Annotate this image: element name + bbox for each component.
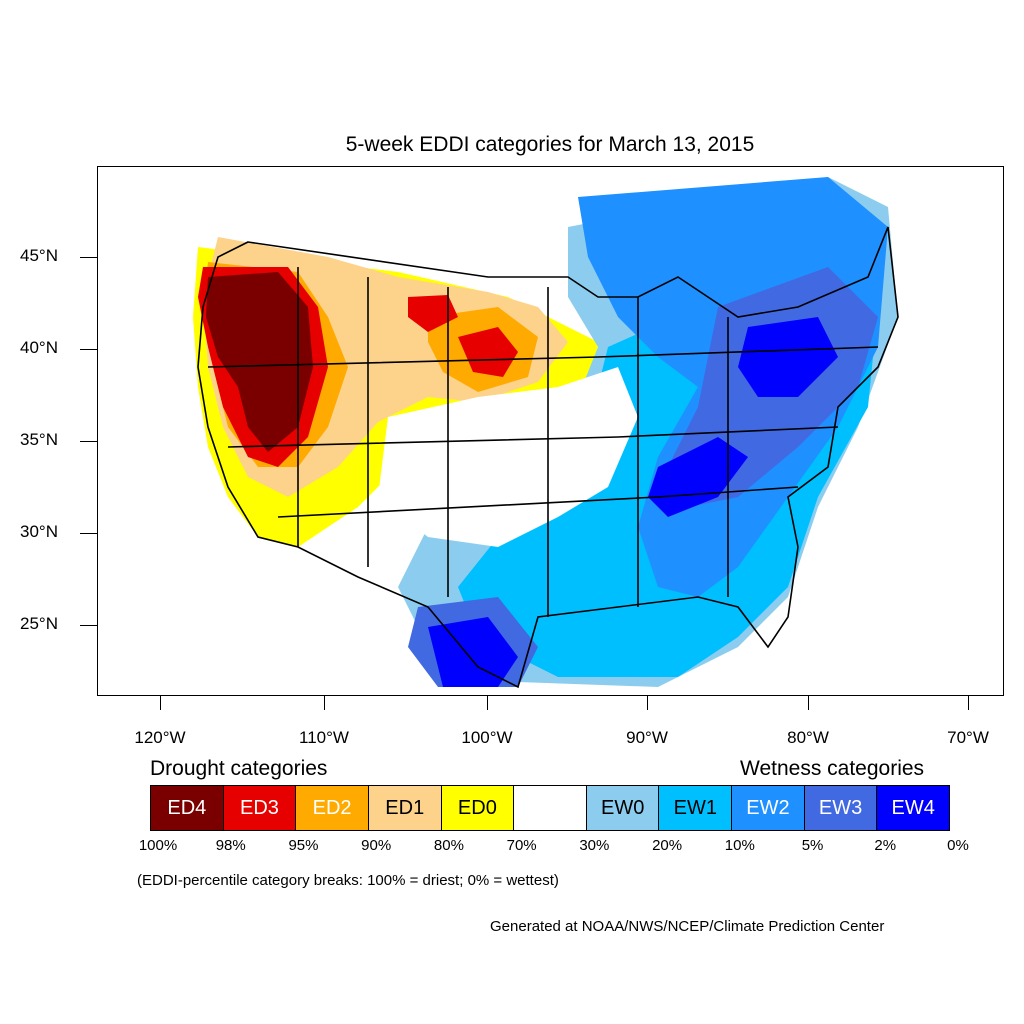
lat-label-40: 40°N bbox=[20, 338, 58, 357]
lon-label-80: 80°W bbox=[787, 728, 829, 747]
boundaries bbox=[197, 226, 899, 689]
eddi-map-svg bbox=[193, 177, 899, 689]
category-legend: ED4 ED3 ED2 ED1 ED0 EW0 EW1 EW2 EW3 EW4 bbox=[150, 785, 950, 831]
legend-cell-ed4: ED4 bbox=[151, 786, 224, 830]
break-label: 5% bbox=[801, 837, 824, 854]
break-label: 30% bbox=[579, 837, 610, 854]
break-label: 2% bbox=[874, 837, 897, 854]
lat-label-45: 45°N bbox=[20, 246, 58, 265]
lon-tick-70 bbox=[968, 696, 969, 710]
lon-label-70: 70°W bbox=[947, 728, 989, 747]
break-label: 0% bbox=[947, 837, 969, 854]
legend-cell-ed3: ED3 bbox=[223, 786, 297, 830]
ew4-region-ne bbox=[738, 317, 838, 397]
lon-tick-120 bbox=[160, 696, 161, 710]
break-label: 98% bbox=[215, 837, 246, 854]
ed3-region-plains bbox=[458, 327, 518, 377]
eddi-map bbox=[97, 166, 1004, 696]
lon-tick-110 bbox=[324, 696, 325, 710]
wetness-regions bbox=[398, 177, 898, 687]
break-label: 100% bbox=[138, 837, 178, 854]
breaks-note: (EDDI-percentile category breaks: 100% =… bbox=[137, 872, 559, 889]
legend-cell-ew4: EW4 bbox=[877, 786, 950, 830]
credit-line: Generated at NOAA/NWS/NCEP/Climate Predi… bbox=[490, 918, 885, 935]
lat-tick-25 bbox=[80, 625, 97, 626]
break-label: 20% bbox=[652, 837, 683, 854]
ed3-region-mt bbox=[408, 295, 458, 332]
legend-cell-near-normal bbox=[514, 786, 587, 830]
map-title: 5-week EDDI categories for March 13, 201… bbox=[345, 133, 755, 156]
legend-cell-ed0: ED0 bbox=[441, 786, 515, 830]
drought-regions bbox=[193, 237, 598, 547]
lat-tick-30 bbox=[80, 533, 97, 534]
lon-label-100: 100°W bbox=[461, 728, 513, 747]
break-label: 70% bbox=[506, 837, 537, 854]
us-outline bbox=[197, 226, 899, 689]
lat-label-25: 25°N bbox=[20, 614, 58, 633]
drought-heading: Drought categories bbox=[150, 757, 328, 780]
lat-label-30: 30°N bbox=[20, 522, 58, 541]
state-line-7 bbox=[207, 346, 879, 368]
lon-label-90: 90°W bbox=[626, 728, 668, 747]
legend-cell-ew1: EW1 bbox=[659, 786, 733, 830]
lat-tick-35 bbox=[80, 441, 97, 442]
legend-cell-ew3: EW3 bbox=[804, 786, 878, 830]
break-label: 95% bbox=[288, 837, 319, 854]
ed4-region bbox=[206, 272, 313, 452]
lon-tick-90 bbox=[647, 696, 648, 710]
break-label: 80% bbox=[433, 837, 464, 854]
lon-tick-100 bbox=[487, 696, 488, 710]
state-line-8 bbox=[227, 426, 839, 448]
legend-cell-ew0: EW0 bbox=[586, 786, 660, 830]
lat-tick-45 bbox=[80, 257, 97, 258]
break-label: 10% bbox=[724, 837, 755, 854]
wetness-heading: Wetness categories bbox=[740, 757, 925, 780]
legend-cell-ed2: ED2 bbox=[296, 786, 369, 830]
lon-label-120: 120°W bbox=[134, 728, 186, 747]
lon-tick-80 bbox=[808, 696, 809, 710]
legend-cell-ew2: EW2 bbox=[732, 786, 805, 830]
ew4-region bbox=[648, 437, 748, 517]
lon-label-110: 110°W bbox=[299, 728, 349, 747]
lat-label-35: 35°N bbox=[20, 430, 58, 449]
lat-tick-40 bbox=[80, 349, 97, 350]
legend-cell-ed1: ED1 bbox=[368, 786, 442, 830]
break-label: 90% bbox=[361, 837, 392, 854]
state-line-9 bbox=[277, 486, 799, 518]
